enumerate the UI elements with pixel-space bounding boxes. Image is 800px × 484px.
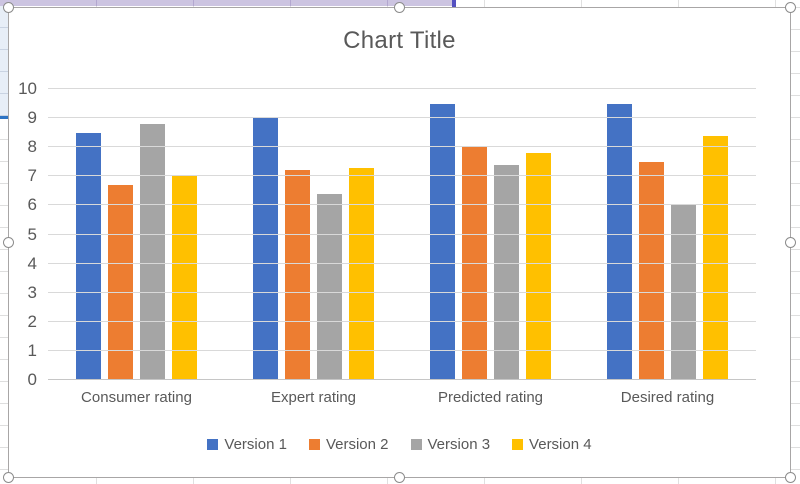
legend-label: Version 1 <box>224 436 287 453</box>
excel-range-border-blue <box>0 116 8 119</box>
bar-version-3[interactable] <box>140 123 165 380</box>
bar-version-2[interactable] <box>639 161 664 380</box>
y-tick-label: 10 <box>18 79 37 98</box>
gridline <box>48 349 756 351</box>
y-tick-label: 1 <box>27 340 37 360</box>
selection-handle-top-center[interactable] <box>393 2 405 13</box>
bar-version-1[interactable] <box>253 118 278 380</box>
gridline <box>48 262 756 264</box>
gridline <box>48 320 756 322</box>
plot-area[interactable] <box>48 88 756 380</box>
bar-group <box>225 89 402 380</box>
bar-version-4[interactable] <box>526 153 551 380</box>
legend-item[interactable]: Version 4 <box>512 436 592 453</box>
legend-label: Version 4 <box>529 436 592 453</box>
legend-swatch-icon <box>512 439 524 450</box>
bar-version-4[interactable] <box>703 135 728 380</box>
legend-item[interactable]: Version 3 <box>410 436 491 453</box>
selection-handle-bottom-left[interactable] <box>3 472 14 483</box>
y-tick-label: 8 <box>27 137 37 157</box>
selection-handle-middle-right[interactable] <box>785 236 796 248</box>
bar-version-3[interactable] <box>671 205 696 380</box>
excel-selected-cells <box>0 6 8 116</box>
y-tick-label: 7 <box>27 166 37 186</box>
gridline <box>48 291 756 293</box>
bar-version-4[interactable] <box>172 176 197 380</box>
chart-title[interactable]: Chart Title <box>343 27 456 54</box>
x-axis-line <box>48 379 756 380</box>
legend-item[interactable]: Version 2 <box>308 436 389 453</box>
selection-handle-top-right[interactable] <box>785 2 796 13</box>
y-tick-label: 9 <box>27 108 37 128</box>
y-tick-label: 3 <box>27 282 37 302</box>
bar-version-1[interactable] <box>430 103 455 380</box>
legend-swatch-icon <box>207 439 219 450</box>
y-tick-label: 6 <box>27 195 37 215</box>
bar-version-3[interactable] <box>317 193 342 380</box>
gridline <box>48 233 756 235</box>
gridline <box>48 88 756 89</box>
bar-groups <box>48 89 756 380</box>
selection-handle-top-left[interactable] <box>3 2 14 13</box>
x-axis-labels: Consumer rating Expert rating Predicted ra… <box>48 389 756 406</box>
bar-group <box>579 89 756 380</box>
x-axis-category-label: Consumer rating <box>81 389 192 406</box>
x-axis-category-label: Desired rating <box>620 389 715 406</box>
chart-container[interactable]: Chart Title 0 1 2 3 4 5 6 7 8 9 10 Consumer rating… <box>3 2 796 483</box>
excel-range-marker <box>452 0 456 8</box>
bar-version-2[interactable] <box>108 185 133 380</box>
excel-selection-band <box>0 0 456 6</box>
bar-version-2[interactable] <box>285 170 310 380</box>
selection-handle-bottom-right[interactable] <box>785 472 796 483</box>
bar-version-3[interactable] <box>494 164 519 380</box>
legend-swatch-icon <box>410 439 422 450</box>
legend-item[interactable]: Version 1 <box>207 436 287 453</box>
bar-version-1[interactable] <box>76 132 101 380</box>
legend-label: Version 3 <box>427 436 491 453</box>
y-tick-label: 4 <box>27 253 37 273</box>
legend: Version 1 Version 2 Version 3 Version 4 <box>9 436 790 453</box>
bar-group <box>48 89 225 380</box>
selection-handle-middle-left[interactable] <box>3 236 14 248</box>
bar-group <box>402 89 579 380</box>
y-axis: 0 1 2 3 4 5 6 7 8 9 10 <box>9 79 40 389</box>
gridline <box>48 146 756 148</box>
y-tick-label: 0 <box>27 370 37 389</box>
gridline <box>48 204 756 206</box>
y-tick-label: 2 <box>27 311 37 331</box>
y-tick-label: 5 <box>27 224 37 244</box>
selection-handle-bottom-center[interactable] <box>393 472 405 483</box>
legend-swatch-icon <box>308 439 320 450</box>
bar-version-1[interactable] <box>607 103 632 380</box>
legend-label: Version 2 <box>325 436 389 453</box>
gridline <box>48 117 756 119</box>
x-axis-category-label: Predicted rating <box>437 389 544 406</box>
gridline <box>48 175 756 177</box>
x-axis-category-label: Expert rating <box>270 389 357 406</box>
bar-version-4[interactable] <box>349 167 374 380</box>
